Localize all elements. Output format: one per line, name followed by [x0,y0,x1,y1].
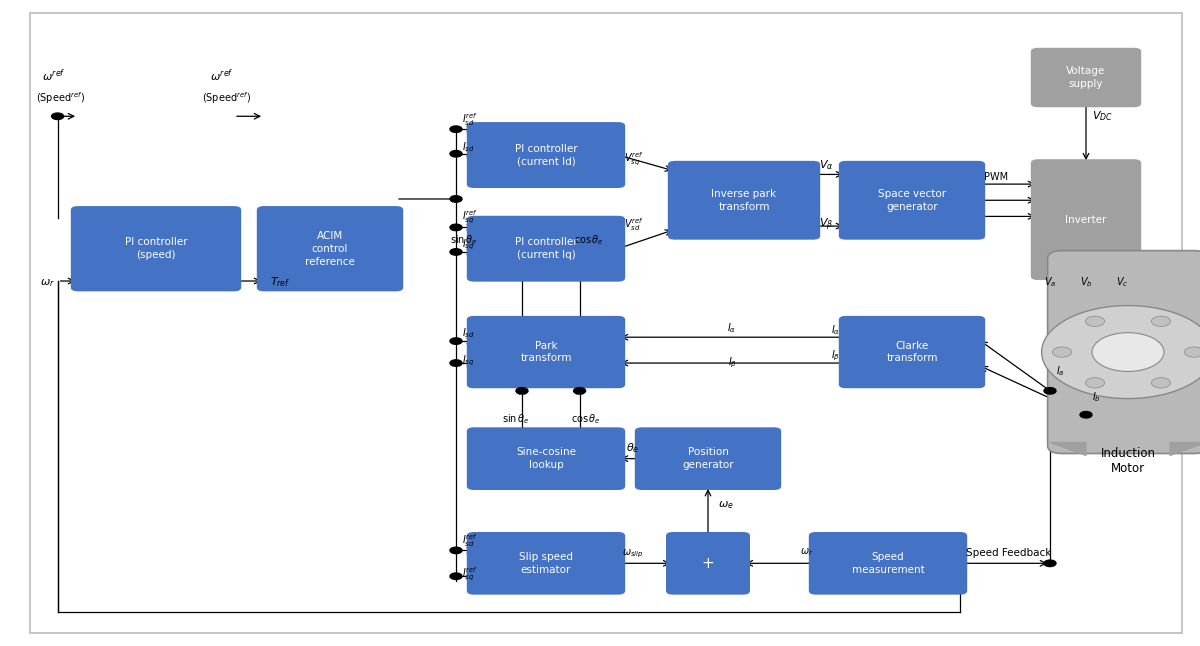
Text: $I_{sq}$: $I_{sq}$ [462,353,474,368]
Text: $I_\beta$: $I_\beta$ [727,355,737,370]
Text: Speed
measurement: Speed measurement [852,552,924,575]
Circle shape [450,547,462,554]
Text: $I_\beta$: $I_\beta$ [832,349,840,363]
Circle shape [450,573,462,579]
Text: $V_c$: $V_c$ [1116,275,1128,289]
FancyBboxPatch shape [1031,48,1141,107]
Text: PWM: PWM [984,172,1008,182]
Circle shape [450,224,462,231]
Circle shape [1044,388,1056,394]
Text: $\omega_r$: $\omega_r$ [40,277,54,289]
Text: Induction
Motor: Induction Motor [1100,447,1156,475]
Circle shape [450,338,462,344]
Text: $T_{ref}$: $T_{ref}$ [270,275,290,289]
Text: PI controller
(speed): PI controller (speed) [125,237,187,260]
Text: Space vector
generator: Space vector generator [878,189,946,212]
FancyBboxPatch shape [839,161,985,240]
Text: $I_\alpha$: $I_\alpha$ [830,324,840,337]
Circle shape [574,388,586,394]
Circle shape [1152,378,1171,388]
FancyBboxPatch shape [257,206,403,291]
Circle shape [1085,378,1104,388]
Text: $I_a$: $I_a$ [1056,364,1064,378]
Text: (Speed$^{ref}$): (Speed$^{ref}$) [202,90,251,106]
Text: $I_{sq}^{ref}$: $I_{sq}^{ref}$ [462,209,478,226]
FancyBboxPatch shape [467,532,625,594]
Text: $V_b$: $V_b$ [1080,275,1092,289]
Text: $I_{sd}^{ref}$: $I_{sd}^{ref}$ [462,532,478,549]
FancyBboxPatch shape [1031,160,1141,280]
Circle shape [1044,560,1056,567]
Text: Position
generator: Position generator [682,447,734,470]
Text: $I_{sd}$: $I_{sd}$ [462,140,475,154]
Text: Sine-cosine
lookup: Sine-cosine lookup [516,447,576,470]
Circle shape [450,126,462,132]
Text: ACIM
control
reference: ACIM control reference [305,231,355,267]
Text: Inverse park
transform: Inverse park transform [712,189,776,212]
FancyBboxPatch shape [467,428,625,490]
Circle shape [1052,347,1072,357]
Circle shape [52,113,64,120]
Text: PI controller
(current Iq): PI controller (current Iq) [515,237,577,260]
Text: $V_a$: $V_a$ [1044,275,1056,289]
Text: $I_{sq}^{ref}$: $I_{sq}^{ref}$ [462,565,478,583]
Text: $I_{sd}^{ref}$: $I_{sd}^{ref}$ [462,111,478,128]
FancyBboxPatch shape [809,532,967,594]
FancyBboxPatch shape [666,532,750,594]
Circle shape [1184,347,1200,357]
Circle shape [450,196,462,202]
Circle shape [1092,333,1164,371]
Text: PI controller
(current Id): PI controller (current Id) [515,143,577,167]
Text: $\omega^{ref}$: $\omega^{ref}$ [210,67,234,84]
Polygon shape [1170,443,1200,455]
Circle shape [450,360,462,366]
Text: Slip speed
estimator: Slip speed estimator [520,552,574,575]
FancyBboxPatch shape [1048,251,1200,453]
Text: $V_\alpha$: $V_\alpha$ [818,159,834,172]
Text: $I_\alpha$: $I_\alpha$ [727,321,737,335]
FancyBboxPatch shape [467,122,625,188]
Text: $V_{sq}^{ref}$: $V_{sq}^{ref}$ [624,151,643,168]
Text: $I_{sd}$: $I_{sd}$ [462,326,475,340]
Text: Speed Feedback: Speed Feedback [966,548,1051,558]
Circle shape [450,249,462,255]
Text: Inverter: Inverter [1066,214,1106,225]
Text: $\omega_e$: $\omega_e$ [718,499,733,511]
Text: $\theta_e$: $\theta_e$ [626,442,640,455]
Text: $V_\beta$: $V_\beta$ [818,216,833,233]
FancyBboxPatch shape [467,216,625,282]
Circle shape [1086,316,1104,326]
Polygon shape [1050,443,1086,455]
Circle shape [1080,412,1092,418]
FancyBboxPatch shape [71,206,241,291]
Circle shape [516,388,528,394]
Text: Voltage
supply: Voltage supply [1067,66,1105,89]
FancyBboxPatch shape [667,161,821,240]
Circle shape [1042,306,1200,399]
Text: $\omega_r$: $\omega_r$ [800,547,814,558]
Text: $\omega_{slip}$: $\omega_{slip}$ [622,548,643,560]
Circle shape [450,151,462,157]
Text: (Speed$^{ref}$): (Speed$^{ref}$) [36,90,85,106]
Text: $\sin\theta_e$: $\sin\theta_e$ [503,412,529,426]
Text: $\cos\theta_e$: $\cos\theta_e$ [571,412,600,426]
Text: $V_{sd}^{ref}$: $V_{sd}^{ref}$ [624,216,643,233]
FancyBboxPatch shape [467,316,625,388]
Circle shape [1152,316,1171,326]
Text: Clarke
transform: Clarke transform [887,340,937,364]
FancyBboxPatch shape [635,428,781,490]
Text: $\sin\theta_e$: $\sin\theta_e$ [450,234,478,247]
Text: +: + [702,556,714,571]
FancyBboxPatch shape [839,316,985,388]
Text: $\omega^{ref}$: $\omega^{ref}$ [42,67,66,84]
Text: $V_{DC}$: $V_{DC}$ [1092,109,1112,123]
Text: $\cos\theta_e$: $\cos\theta_e$ [574,234,604,247]
Text: $I_{sq}$: $I_{sq}$ [462,238,474,252]
Text: $I_b$: $I_b$ [1092,390,1100,404]
Text: Park
transform: Park transform [521,340,571,364]
